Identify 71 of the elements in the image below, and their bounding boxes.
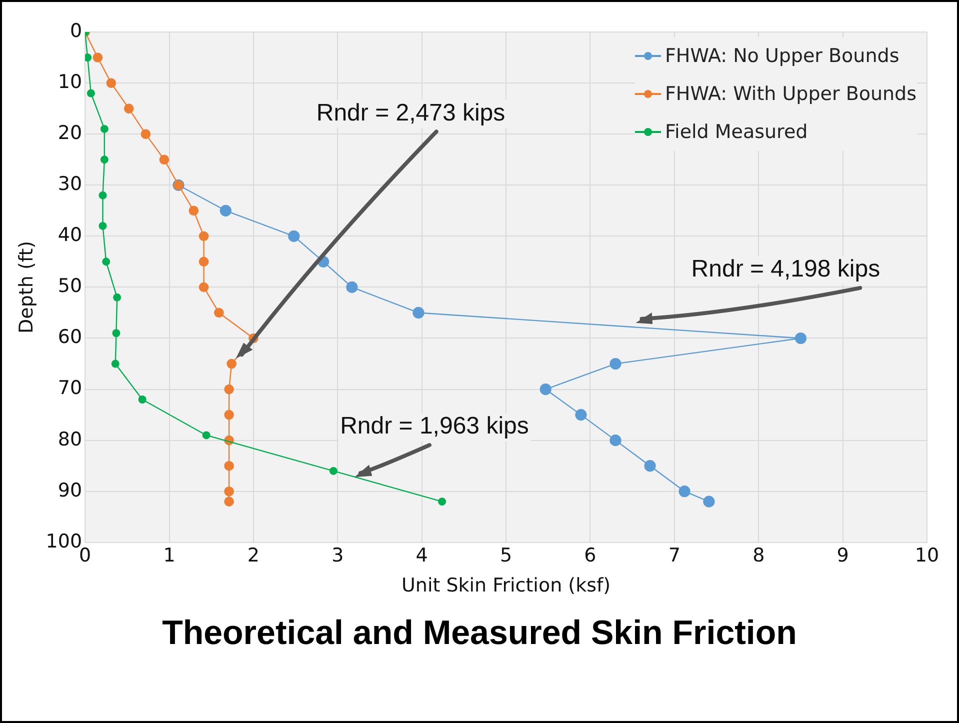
point [226,358,236,369]
x-tick-label: 1 [163,544,176,567]
point [575,409,587,421]
x-axis-title: Unit Skin Friction (ksf) [401,574,611,597]
point [610,434,622,446]
point [644,460,656,472]
y-tick-label: 90 [58,479,82,502]
point [224,486,234,496]
annotation: Rndr = 1,963 kips [340,412,529,440]
point [224,384,234,394]
x-tick-label: 8 [752,544,765,567]
x-tick-label: 9 [836,544,849,567]
legend-label: Field Measured [665,121,808,143]
x-tick-label: 6 [584,544,596,567]
point [100,124,108,133]
point [98,222,107,230]
point [85,54,92,62]
point [214,308,224,318]
point [794,332,807,344]
point [159,154,170,164]
point [610,358,622,370]
point [106,78,116,88]
x-tick-label: 7 [668,544,680,567]
x-tick-label: 4 [416,544,428,567]
text: Theoretical and Measured Skin Friction [161,614,798,653]
point [288,230,300,242]
y-tick-label: 50 [58,275,82,298]
x-tick-label: 5 [500,544,512,567]
y-axis-title: Depth (ft) [15,240,38,334]
point [138,395,146,404]
y-tick-label: 0 [70,20,82,42]
point [224,460,234,471]
annotation: Rndr = 4,198 kips [691,256,880,283]
point [202,431,210,440]
point [188,206,199,216]
y-tick-label: 80 [58,428,82,450]
y-tick-label: 70 [58,377,82,400]
point [412,306,424,319]
point [98,191,107,200]
point [198,282,209,292]
legend-label: FHWA: With Upper Bounds [665,83,917,105]
point [220,204,232,216]
point [111,360,120,368]
point [102,258,110,266]
point [113,293,122,302]
point [224,410,234,420]
annotation: Rndr = 2,473 kips [316,99,506,126]
point [438,498,446,506]
point [540,383,552,396]
y-tick-label: 30 [58,173,82,196]
point [198,256,209,267]
point [124,104,134,114]
y-tick-label: 60 [58,326,82,348]
point [112,329,120,338]
point [100,156,108,164]
legend-label: FHWA: No Upper Bounds [665,45,900,67]
x-tick-label: 10 [914,544,940,567]
x-tick-label: 2 [247,544,260,567]
point [346,281,358,293]
point [86,89,95,98]
point [703,496,715,508]
point [92,52,103,62]
y-tick-label: 40 [58,224,82,246]
point [329,466,338,475]
y-tick-label: 10 [58,70,82,93]
point [224,496,234,506]
point [678,486,690,498]
y-tick-label: 20 [58,122,82,144]
point [198,231,209,242]
point [140,129,151,139]
x-tick-label: 3 [332,544,344,567]
